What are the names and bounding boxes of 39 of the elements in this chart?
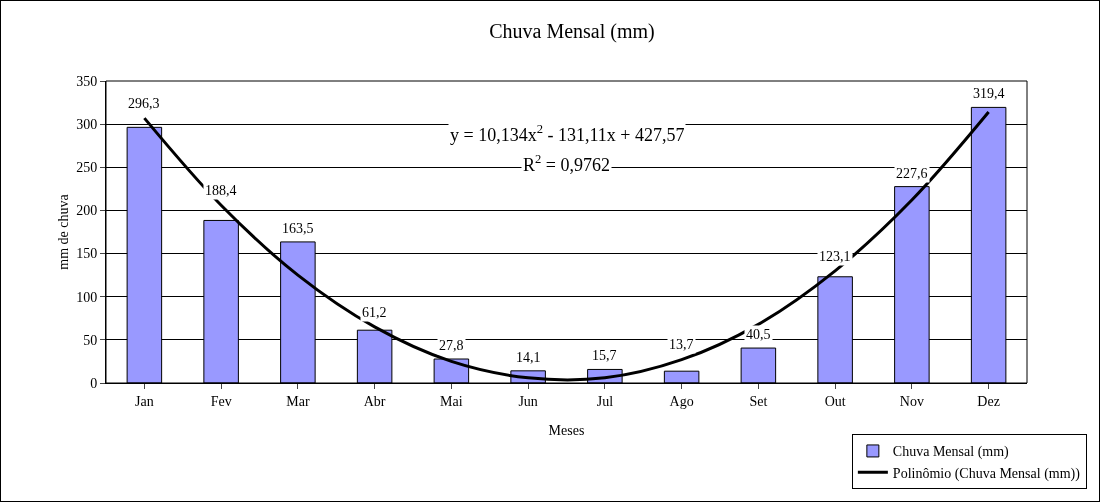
data-label: 14,1 xyxy=(516,350,541,365)
legend-label: Chuva Mensal (mm) xyxy=(892,444,1010,461)
x-tick-label: Dez xyxy=(977,393,1000,409)
data-label: 319,4 xyxy=(973,86,1005,101)
x-tick-label: Mai xyxy=(440,393,463,409)
x-axis-title: Meses xyxy=(548,423,585,438)
y-tick-label: 100 xyxy=(76,289,98,305)
x-tick-label: Jul xyxy=(596,393,614,409)
data-label: 13,7 xyxy=(669,337,694,352)
x-tick-label: Mar xyxy=(286,393,310,409)
y-tick-label: 0 xyxy=(90,375,98,391)
y-tick-label: 250 xyxy=(76,160,98,176)
x-tick-label: Jan xyxy=(135,393,154,409)
x-tick-label: Ago xyxy=(669,393,694,409)
chart-title: Chuva Mensal (mm) xyxy=(489,19,655,43)
x-tick-label: Fev xyxy=(210,393,232,409)
data-label: 15,7 xyxy=(592,348,617,363)
x-tick-label: Jun xyxy=(518,393,538,409)
y-tick-label: 300 xyxy=(76,117,98,133)
x-tick-label: Abr xyxy=(363,393,386,409)
annotation: R$^{2}$ = 0,9762 xyxy=(523,152,610,175)
y-axis-title: mm de chuva xyxy=(56,193,71,270)
data-label: 123,1 xyxy=(819,249,851,264)
x-tick-label: Out xyxy=(824,393,846,409)
x-tick-label: Set xyxy=(749,393,768,409)
annotation: y = 10,134x$^{2}$ - 131,11x + 427,57 xyxy=(450,122,685,145)
data-label: 61,2 xyxy=(362,305,387,320)
y-tick-label: 150 xyxy=(76,246,98,262)
y-tick-label: 50 xyxy=(83,332,98,348)
data-label: 27,8 xyxy=(439,338,464,353)
y-tick-label: 350 xyxy=(76,73,98,89)
data-label: 227,6 xyxy=(896,166,928,181)
data-label: 188,4 xyxy=(205,183,237,198)
data-label: 40,5 xyxy=(746,327,771,342)
data-label: 163,5 xyxy=(282,221,314,236)
legend-label: Polinômio (Chuva Mensal (mm)) xyxy=(892,465,1081,482)
x-tick-label: Nov xyxy=(899,393,924,409)
data-label: 296,3 xyxy=(128,96,160,111)
y-tick-label: 200 xyxy=(76,203,98,219)
